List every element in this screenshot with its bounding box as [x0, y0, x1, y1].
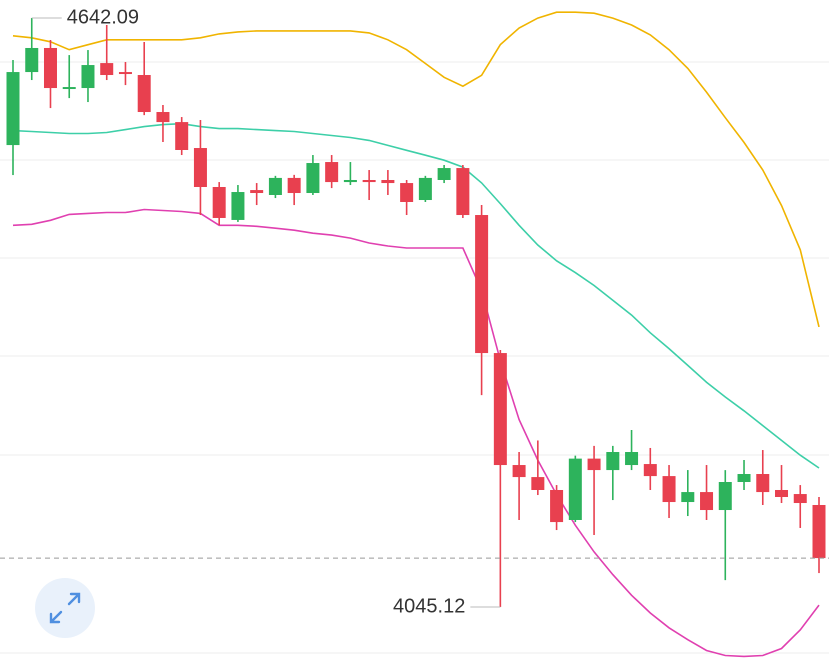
candle-body — [625, 452, 639, 466]
candle-body — [643, 464, 657, 477]
band-line — [12, 122, 820, 469]
candle-body — [306, 163, 320, 194]
candle-body — [268, 177, 282, 195]
candle-body — [475, 215, 489, 354]
candle-body — [287, 177, 301, 194]
expand-button[interactable] — [35, 578, 95, 638]
candle-body — [400, 183, 414, 202]
candle-body — [437, 168, 451, 180]
candle-body — [381, 179, 395, 184]
candle-body — [681, 492, 695, 503]
grid — [0, 61, 829, 654]
candle-body — [568, 458, 582, 520]
candle-body — [81, 65, 95, 89]
candle-body — [343, 179, 357, 183]
candle-body — [418, 177, 432, 201]
candle-body — [118, 72, 132, 75]
candle-body — [718, 482, 732, 511]
candle-body — [587, 458, 601, 471]
high-label: 4642.09 — [67, 6, 139, 28]
candle-body — [737, 474, 751, 483]
candle-body — [550, 489, 564, 523]
band-line — [12, 208, 820, 658]
candle-body — [325, 162, 339, 183]
candle-body — [812, 504, 826, 559]
candle-body — [493, 353, 507, 466]
low-label: 4045.12 — [393, 595, 465, 617]
candle-body — [700, 492, 714, 511]
candle-body — [250, 190, 264, 194]
candle-body — [756, 474, 770, 493]
candle-body — [156, 112, 170, 123]
candle-body — [231, 192, 245, 220]
candle-body — [25, 47, 39, 73]
candle-body — [606, 452, 620, 471]
expand-icon[interactable] — [49, 592, 81, 624]
band-line — [12, 11, 820, 328]
candle-body — [456, 168, 470, 216]
candle-body — [100, 63, 114, 76]
candle-body — [6, 72, 20, 146]
candle-body — [362, 179, 376, 183]
candle-body — [137, 75, 151, 113]
candle-body — [793, 494, 807, 504]
candle-body — [662, 476, 676, 503]
candle-body — [62, 87, 76, 90]
candle-body — [512, 465, 526, 478]
candle-body — [193, 148, 207, 187]
candle-body — [531, 477, 545, 490]
candle-body — [212, 186, 226, 218]
candle-body — [775, 489, 789, 498]
candle-body — [43, 47, 57, 89]
expand-button-bg[interactable] — [35, 578, 95, 638]
candle-body — [175, 122, 189, 150]
